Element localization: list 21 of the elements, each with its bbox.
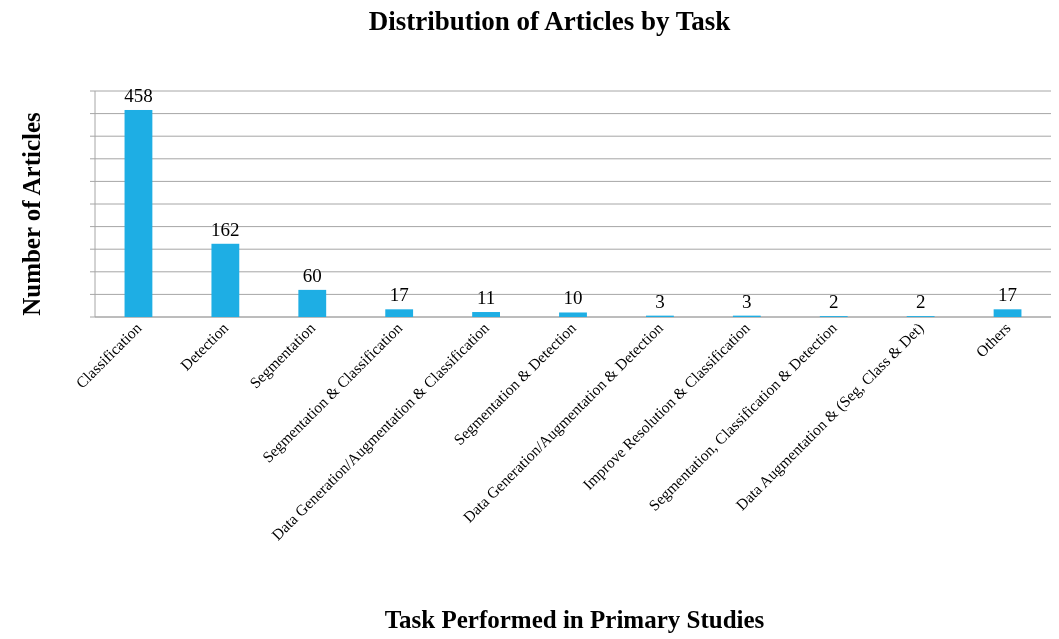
- data-label: 3: [742, 290, 752, 312]
- bar: [124, 109, 153, 317]
- data-label: 17: [389, 284, 409, 306]
- y-axis-title: Number of Articles: [18, 111, 45, 316]
- data-label: 458: [124, 84, 153, 106]
- bar: [993, 309, 1022, 317]
- bar: [385, 309, 414, 317]
- bar: [559, 312, 587, 317]
- bar: [472, 312, 500, 317]
- data-label: 162: [211, 218, 240, 240]
- data-label: 2: [828, 291, 839, 313]
- data-label: 10: [563, 287, 583, 309]
- data-label: 2: [915, 291, 926, 313]
- chart-title: Distribution of Articles by Task: [368, 6, 731, 36]
- data-label: 60: [302, 264, 322, 286]
- data-label: 17: [998, 284, 1018, 306]
- bar: [211, 243, 240, 317]
- x-axis-title: Task Performed in Primary Studies: [384, 606, 765, 633]
- data-label: 11: [476, 287, 496, 309]
- data-label: 3: [655, 290, 665, 312]
- bar: [298, 289, 327, 317]
